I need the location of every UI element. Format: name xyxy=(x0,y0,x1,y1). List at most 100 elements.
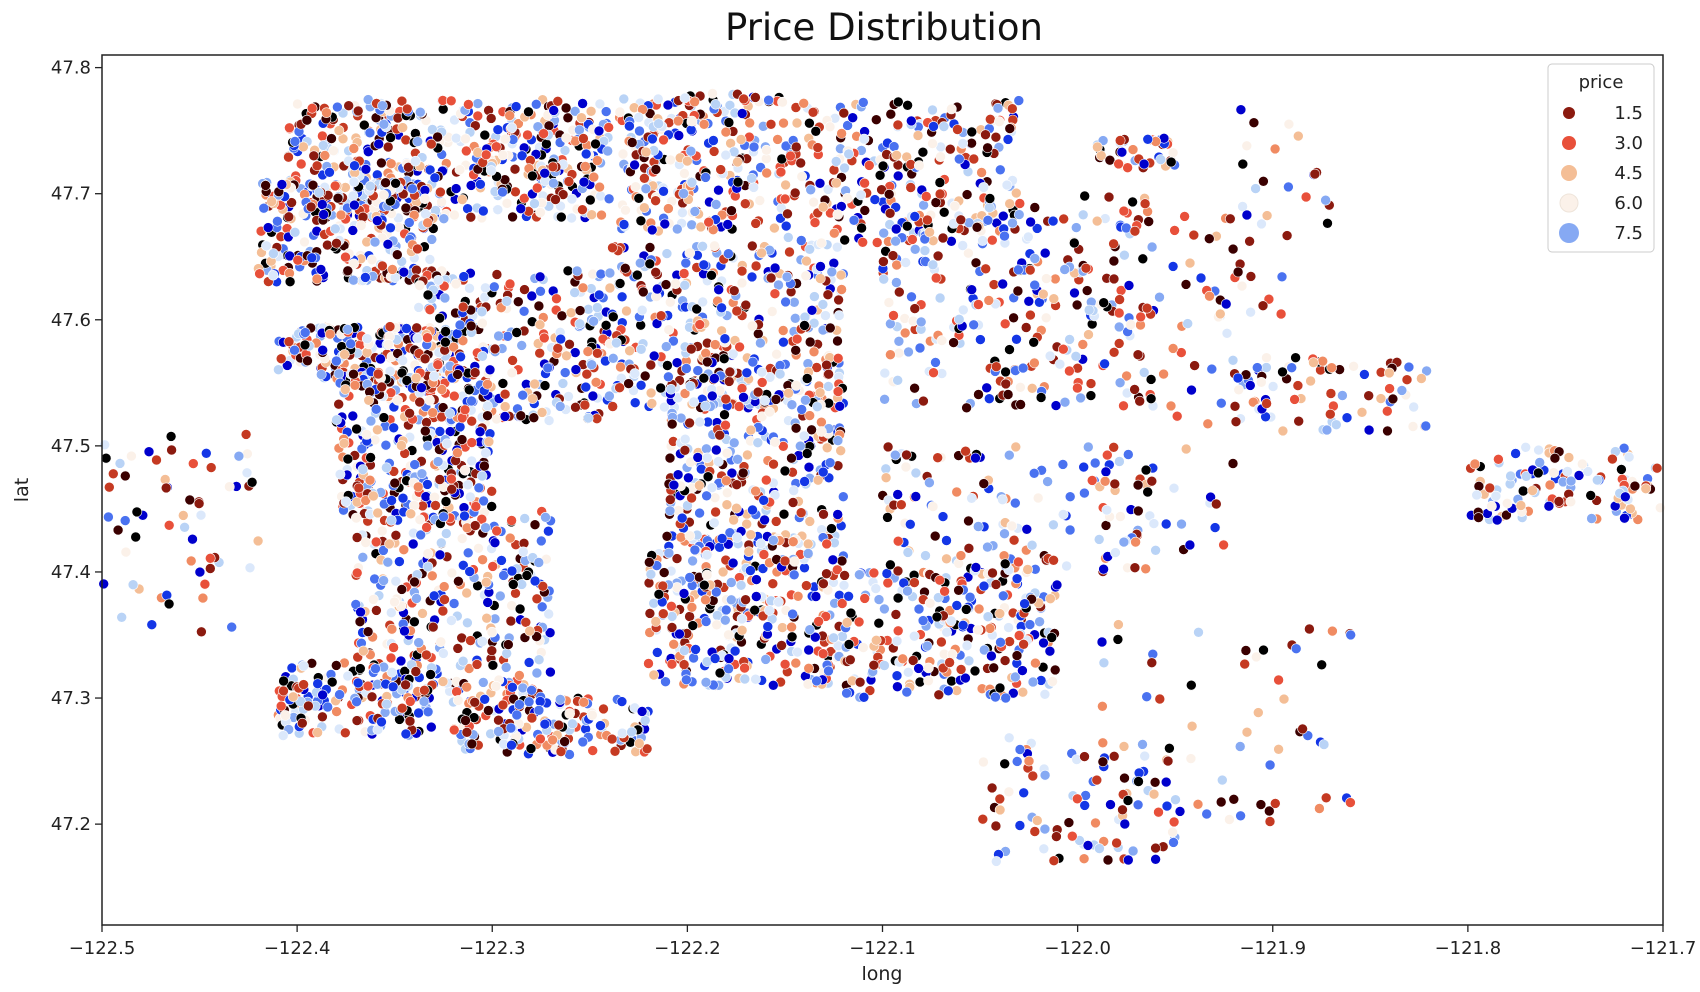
data-point xyxy=(759,514,770,526)
data-point xyxy=(512,296,524,308)
data-point xyxy=(827,554,839,566)
data-point xyxy=(1215,308,1226,320)
data-point xyxy=(634,257,646,269)
data-point xyxy=(1041,273,1052,284)
data-point xyxy=(955,664,967,675)
data-point xyxy=(1078,461,1089,473)
data-point xyxy=(769,262,781,274)
data-point xyxy=(660,341,672,352)
data-point xyxy=(461,726,473,738)
data-point xyxy=(1146,241,1158,253)
data-point xyxy=(1290,352,1301,364)
data-point xyxy=(944,143,956,155)
data-point xyxy=(831,241,843,253)
data-point xyxy=(496,555,507,566)
data-point xyxy=(1081,285,1093,296)
data-point xyxy=(1234,741,1246,752)
data-point xyxy=(885,108,897,120)
data-point xyxy=(1273,674,1284,686)
data-point xyxy=(368,490,379,502)
data-point xyxy=(719,409,730,421)
data-point xyxy=(804,516,816,527)
data-point xyxy=(1025,309,1036,321)
data-point xyxy=(607,401,619,412)
data-point xyxy=(514,603,526,615)
data-point xyxy=(1297,723,1308,735)
data-point xyxy=(980,263,992,275)
data-point xyxy=(999,528,1010,540)
data-point xyxy=(957,240,969,251)
data-point xyxy=(1011,756,1023,767)
data-point xyxy=(764,406,775,418)
data-point xyxy=(909,577,920,588)
data-point xyxy=(824,322,836,334)
data-point xyxy=(666,658,678,670)
data-point xyxy=(1098,297,1109,309)
data-point xyxy=(1130,536,1141,548)
data-point xyxy=(801,373,813,384)
data-point xyxy=(474,426,486,438)
data-point xyxy=(724,366,736,378)
data-point xyxy=(426,234,438,245)
data-point xyxy=(892,119,904,131)
data-point xyxy=(719,333,731,345)
data-point xyxy=(312,678,324,690)
data-point xyxy=(497,699,509,711)
data-point xyxy=(788,569,800,581)
data-point xyxy=(932,452,944,464)
data-point xyxy=(1079,190,1090,202)
data-point xyxy=(1004,636,1015,647)
data-point xyxy=(486,626,498,638)
data-point xyxy=(803,461,815,473)
data-point xyxy=(841,687,852,699)
data-point xyxy=(750,92,761,103)
data-point xyxy=(489,537,501,549)
data-point xyxy=(1345,629,1356,641)
data-point xyxy=(457,559,469,571)
data-point xyxy=(802,548,814,559)
data-point xyxy=(526,712,538,724)
data-point xyxy=(1403,361,1415,373)
data-point xyxy=(425,669,436,680)
data-point xyxy=(791,333,803,345)
data-point xyxy=(482,378,493,390)
data-point xyxy=(645,568,657,580)
data-point xyxy=(929,530,941,542)
data-point xyxy=(386,495,397,506)
data-point xyxy=(1023,231,1034,243)
data-point xyxy=(349,379,361,391)
data-point xyxy=(1180,279,1192,290)
data-point xyxy=(944,657,955,668)
data-point xyxy=(490,680,502,692)
data-point xyxy=(1232,266,1244,278)
data-point xyxy=(1027,770,1039,782)
data-point xyxy=(1092,141,1103,153)
data-point xyxy=(853,616,865,628)
data-point xyxy=(835,269,847,281)
data-point xyxy=(681,363,692,374)
data-point xyxy=(528,412,540,424)
data-point xyxy=(778,336,789,348)
data-point xyxy=(205,552,216,564)
data-point xyxy=(1007,217,1018,229)
data-point xyxy=(368,594,379,605)
data-point xyxy=(424,304,436,316)
data-point xyxy=(976,167,987,178)
data-point xyxy=(1322,218,1333,229)
data-point xyxy=(499,133,511,145)
data-point xyxy=(493,714,504,726)
data-point xyxy=(1356,406,1368,418)
data-point xyxy=(507,681,518,693)
data-point xyxy=(289,136,301,147)
data-point xyxy=(723,663,734,675)
data-point xyxy=(419,684,430,696)
data-point xyxy=(482,410,493,422)
data-point xyxy=(782,208,793,220)
data-point xyxy=(1077,339,1089,350)
data-point xyxy=(721,447,733,459)
data-point xyxy=(823,368,834,380)
data-point xyxy=(1094,843,1105,854)
data-point xyxy=(777,96,788,108)
data-point xyxy=(701,452,713,464)
data-point xyxy=(417,608,428,619)
